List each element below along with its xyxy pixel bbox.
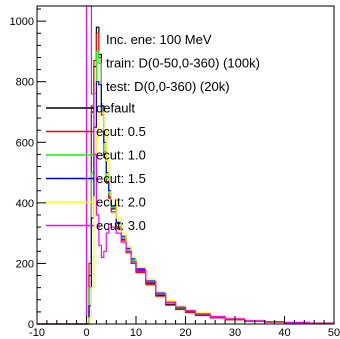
x-tick-label: 10 — [130, 327, 142, 339]
legend-header-line: test: D(0,0-360) (20k) — [106, 79, 230, 94]
series-layer — [37, 5, 335, 325]
legend-entry-label: ecut: 2.0 — [96, 195, 146, 210]
legend-entry-label: ecut: 1.5 — [96, 171, 146, 186]
x-tick-label: 40 — [278, 327, 290, 339]
x-tick-label: -10 — [29, 327, 45, 339]
series-line-ecut-3-0 — [37, 5, 335, 325]
legend: Inc. ene: 100 MeV train: D(0-50,0-360) (1… — [46, 32, 260, 233]
y-tick-label: 400 — [16, 198, 34, 210]
y-tick-label: 600 — [16, 137, 34, 149]
y-tick-label: 200 — [16, 258, 34, 270]
y-axis: 0 200 400 600 800 1000 — [10, 8, 46, 331]
x-tick-label: 0 — [83, 327, 89, 339]
x-tick-label: 50 — [328, 327, 340, 339]
legend-entry-label: ecut: 0.5 — [96, 124, 146, 139]
y-tick-label: 800 — [16, 77, 34, 89]
series-line-ecut-2-0 — [37, 111, 335, 325]
legend-header-line: train: D(0-50,0-360) (100k) — [106, 56, 260, 71]
legend-header-line: Inc. ene: 100 MeV — [106, 32, 212, 47]
x-axis: -10 0 10 20 30 40 50 — [29, 316, 340, 339]
series-line-ecut-1-5 — [37, 81, 335, 325]
legend-entry-label: ecut: 3.0 — [96, 218, 146, 233]
x-tick-label: 20 — [179, 327, 191, 339]
legend-entry-label: ecut: 1.0 — [96, 148, 146, 163]
legend-entry-label: default — [96, 101, 135, 116]
y-tick-label: 0 — [28, 319, 34, 331]
x-tick-label: 30 — [229, 327, 241, 339]
series-line-default — [37, 26, 335, 325]
plot-frame — [36, 5, 335, 325]
y-tick-label: 1000 — [10, 16, 34, 28]
